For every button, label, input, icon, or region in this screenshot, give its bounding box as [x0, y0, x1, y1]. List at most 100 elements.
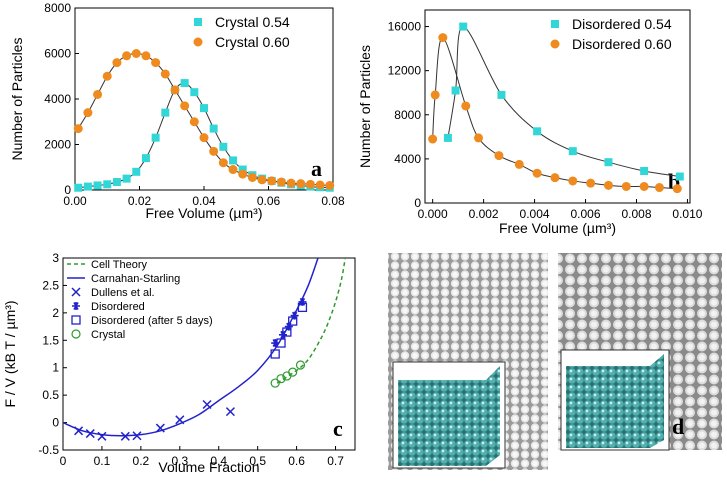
data-point — [474, 133, 484, 143]
data-point — [161, 108, 170, 117]
panel-label: d — [672, 414, 684, 439]
data-point — [672, 184, 682, 194]
y-tick-label: 2000 — [44, 138, 71, 152]
data-point — [132, 431, 142, 441]
data-point — [238, 165, 247, 174]
legend-label: Crystal 0.54 — [215, 14, 290, 30]
x-axis-label: Free Volume (µm³) — [146, 205, 263, 221]
x-tick-label: 0.6 — [288, 454, 305, 468]
fit-curve — [432, 37, 678, 190]
data-point — [209, 146, 219, 156]
x-tick-label: 0.008 — [621, 207, 651, 221]
y-tick-label: 8000 — [394, 108, 421, 122]
data-point — [603, 180, 613, 190]
y-tick-label: 0 — [64, 183, 71, 197]
legend-swatch — [193, 37, 203, 47]
y-axis-label: Number of Particles — [9, 38, 25, 161]
data-point — [200, 104, 208, 113]
legend-label: Crystal — [91, 329, 125, 341]
plot-frame — [424, 9, 691, 204]
data-point — [141, 51, 151, 61]
data-point — [83, 108, 93, 118]
data-point — [155, 423, 165, 433]
curve — [276, 257, 347, 384]
data-point — [494, 151, 504, 161]
x-tick-label: 0 — [60, 454, 67, 468]
data-point — [604, 158, 613, 167]
legend-swatch — [71, 315, 81, 325]
x-tick-label: 0.04 — [192, 194, 216, 208]
legend-swatch — [551, 20, 559, 28]
legend-swatch — [194, 18, 202, 26]
legend-swatch — [550, 39, 560, 49]
legend-label: Carnahan-Starling — [91, 273, 180, 285]
data-point — [151, 133, 160, 142]
sphere-packing — [398, 366, 500, 466]
data-point — [103, 180, 112, 189]
legend-label: Disordered — [91, 301, 145, 313]
fit-curve — [77, 52, 330, 186]
data-point — [325, 180, 335, 190]
legend-label: Crystal 0.60 — [215, 34, 290, 50]
data-point — [225, 407, 235, 417]
data-point — [74, 426, 84, 436]
data-point — [270, 378, 280, 388]
data-point — [675, 172, 684, 181]
y-tick-label: 12000 — [388, 64, 422, 78]
data-point — [315, 180, 325, 190]
data-point — [229, 156, 238, 165]
data-point — [586, 178, 596, 188]
data-point — [297, 302, 308, 313]
data-point — [550, 173, 560, 183]
data-point — [175, 415, 185, 425]
x-tick-label: 0.4 — [210, 454, 227, 468]
y-tick-label: 0 — [52, 416, 59, 430]
data-point — [640, 167, 649, 176]
data-point — [122, 51, 132, 61]
data-point — [533, 127, 542, 136]
data-point — [654, 183, 664, 193]
panel-d-images: d — [388, 253, 722, 470]
data-point — [112, 58, 122, 68]
data-point — [298, 297, 307, 306]
sphere-packing — [566, 354, 664, 448]
data-point — [257, 175, 267, 185]
data-point — [73, 124, 83, 134]
data-point — [228, 165, 238, 175]
data-point — [74, 183, 83, 192]
x-tick-label: 0.004 — [520, 207, 550, 221]
panel-label: c — [333, 416, 343, 441]
data-point — [568, 147, 577, 156]
legend-swatch — [72, 302, 80, 310]
data-point — [93, 181, 102, 190]
data-point — [290, 311, 299, 320]
data-point — [102, 71, 112, 81]
data-point — [238, 169, 248, 179]
data-point — [93, 89, 103, 99]
data-point — [461, 101, 471, 111]
legend-label: Dullens et al. — [91, 287, 155, 299]
data-point — [295, 360, 306, 370]
x-tick-label: 0.00 — [63, 194, 87, 208]
data-point — [443, 133, 452, 142]
y-tick-label: 4000 — [394, 152, 421, 166]
data-point — [428, 134, 438, 144]
x-tick-label: 0.010 — [672, 207, 702, 221]
data-point — [276, 374, 286, 384]
data-point — [160, 69, 170, 79]
plot-frame — [62, 257, 356, 451]
y-tick-label: 8000 — [44, 1, 71, 15]
data-point — [621, 181, 631, 191]
data-point — [438, 33, 448, 43]
x-axis-label: Free Volume (µm³) — [499, 220, 616, 236]
data-point — [459, 22, 468, 31]
data-point — [514, 159, 524, 169]
y-axis-label: Number of Particles — [357, 45, 373, 168]
data-point — [305, 179, 315, 189]
data-point — [286, 178, 296, 188]
data-point — [202, 399, 212, 409]
data-point — [568, 176, 578, 186]
data-point — [180, 101, 190, 111]
data-point — [284, 322, 293, 331]
